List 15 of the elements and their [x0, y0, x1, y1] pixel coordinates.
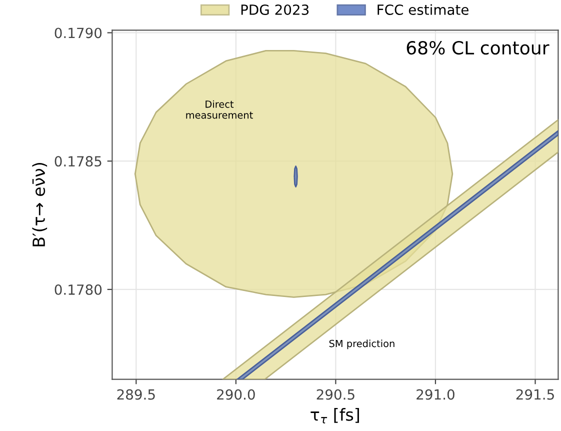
y-axis-title: B′(τ→ eν̄ν) — [32, 162, 48, 246]
y-tick-label: 0.1790 — [54, 28, 102, 38]
x-tick-label: 289.5 — [117, 389, 155, 400]
annotation: Direct measurement — [186, 100, 253, 119]
legend-label: PDG 2023 — [241, 4, 309, 15]
chart-title: 68% CL contour — [406, 40, 550, 55]
y-tick-label: 0.1785 — [54, 156, 102, 167]
x-axis-title: τ$_{τ}$ [fs] — [310, 408, 359, 424]
x-tick-label: 291.5 — [516, 389, 554, 400]
y-tick-label: 0.1780 — [54, 284, 102, 295]
legend-label: FCC estimate — [378, 4, 468, 15]
x-tick-label: 290.5 — [316, 389, 354, 400]
x-tick-label: 291.0 — [416, 389, 454, 400]
annotation: SM prediction — [329, 340, 394, 350]
x-tick-label: 290.0 — [217, 389, 255, 400]
